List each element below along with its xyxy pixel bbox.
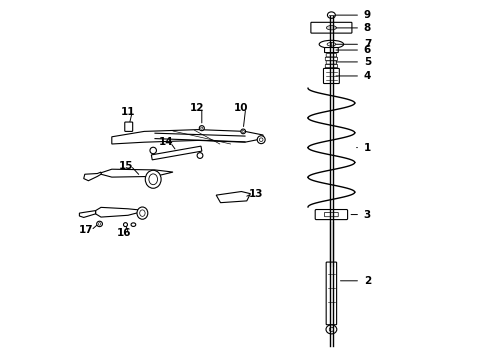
Text: 8: 8 <box>364 23 371 33</box>
Ellipse shape <box>149 174 157 185</box>
Ellipse shape <box>199 126 204 131</box>
FancyBboxPatch shape <box>125 122 133 131</box>
Text: 10: 10 <box>234 103 248 113</box>
Ellipse shape <box>140 210 145 216</box>
Text: 17: 17 <box>79 225 94 235</box>
FancyBboxPatch shape <box>325 57 338 60</box>
Ellipse shape <box>201 127 203 129</box>
Ellipse shape <box>145 170 161 188</box>
FancyBboxPatch shape <box>324 212 338 217</box>
FancyBboxPatch shape <box>325 64 338 68</box>
Polygon shape <box>216 192 250 203</box>
Polygon shape <box>79 211 96 217</box>
FancyBboxPatch shape <box>326 54 337 57</box>
Ellipse shape <box>242 130 245 132</box>
FancyBboxPatch shape <box>326 61 337 64</box>
Ellipse shape <box>326 26 337 30</box>
Polygon shape <box>96 207 146 217</box>
Ellipse shape <box>327 42 336 46</box>
Polygon shape <box>84 172 101 181</box>
Text: 9: 9 <box>364 10 371 20</box>
Ellipse shape <box>98 222 101 225</box>
Ellipse shape <box>259 138 263 141</box>
Text: 5: 5 <box>364 57 371 67</box>
Ellipse shape <box>197 153 203 158</box>
FancyBboxPatch shape <box>326 262 337 325</box>
Ellipse shape <box>97 221 102 227</box>
Ellipse shape <box>241 129 245 134</box>
Ellipse shape <box>257 136 265 144</box>
Text: 15: 15 <box>119 161 133 171</box>
Ellipse shape <box>319 40 343 48</box>
FancyBboxPatch shape <box>324 48 338 53</box>
Text: 16: 16 <box>117 228 132 238</box>
Text: 4: 4 <box>364 71 371 81</box>
FancyBboxPatch shape <box>315 210 347 220</box>
Polygon shape <box>112 130 263 144</box>
FancyBboxPatch shape <box>323 68 339 84</box>
Text: 2: 2 <box>364 276 371 286</box>
Ellipse shape <box>123 222 127 227</box>
Text: 14: 14 <box>158 137 173 147</box>
Ellipse shape <box>327 12 335 18</box>
Ellipse shape <box>137 207 148 219</box>
Polygon shape <box>151 146 202 160</box>
Ellipse shape <box>150 147 156 154</box>
Text: 6: 6 <box>364 45 371 55</box>
Text: 1: 1 <box>364 143 371 153</box>
Ellipse shape <box>329 327 334 332</box>
Ellipse shape <box>131 223 136 226</box>
Text: 11: 11 <box>121 107 135 117</box>
Polygon shape <box>101 169 173 177</box>
Text: 12: 12 <box>190 103 205 113</box>
FancyBboxPatch shape <box>311 22 352 33</box>
Ellipse shape <box>326 325 337 334</box>
Text: 7: 7 <box>364 39 371 49</box>
Text: 13: 13 <box>248 189 263 199</box>
Text: 3: 3 <box>364 210 371 220</box>
